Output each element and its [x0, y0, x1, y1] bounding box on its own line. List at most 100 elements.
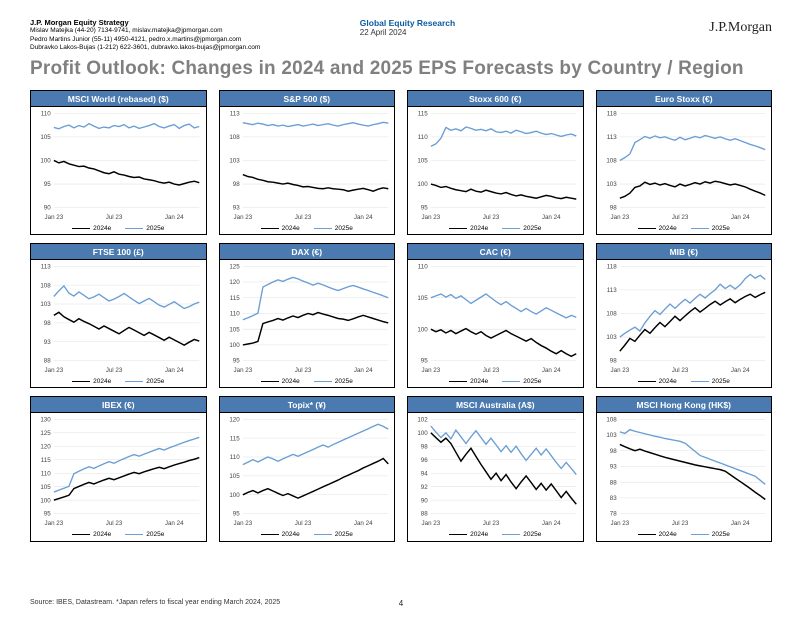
panel-legend: 2024e2025e — [220, 529, 395, 541]
page-number: 4 — [399, 599, 403, 608]
chart-area: 9095100105110Jan 23Jul 23Jan 24 — [31, 107, 206, 222]
svg-text:Jan 23: Jan 23 — [422, 367, 441, 374]
panel-legend: 2024e 2025e — [408, 375, 583, 387]
chart-panel: CAC (€)95100105110Jan 23Jul 23Jan 242024… — [407, 243, 584, 388]
svg-text:120: 120 — [40, 444, 51, 451]
legend-item-2025: 2025e — [125, 378, 164, 385]
panel-title: IBEX (€) — [31, 397, 206, 413]
legend-label: 2025e — [146, 225, 164, 232]
chart-area: 889398103108113Jan 23Jul 23Jan 24 — [31, 260, 206, 375]
svg-text:100: 100 — [40, 157, 51, 164]
panel-title: CAC (€) — [408, 244, 583, 260]
panel-legend: 2024e 2025e — [408, 222, 583, 234]
svg-text:94: 94 — [421, 471, 428, 478]
dept-name: J.P. Morgan Equity Strategy — [30, 18, 360, 27]
panel-legend: 2024e 2025e — [597, 529, 772, 541]
panel-legend: 2024e2025e — [31, 222, 206, 234]
legend-label: 2024e — [93, 378, 111, 385]
page-title: Profit Outlook: Changes in 2024 and 2025… — [30, 58, 772, 80]
svg-text:108: 108 — [606, 311, 617, 318]
panel-title: Stoxx 600 (€) — [408, 91, 583, 107]
legend-label: 2025e — [146, 531, 164, 538]
header-center: Global Equity Research 22 April 2024 — [360, 18, 580, 37]
chart-area: 9398103108113Jan 23Jul 23Jan 24 — [220, 107, 395, 222]
chart-panel: MSCI World (rebased) ($)9095100105110Jan… — [30, 90, 207, 235]
legend-label: 2025e — [523, 225, 541, 232]
contact-2: Dubravko Lakos-Bujas (1-212) 622-3601, d… — [30, 44, 360, 52]
panel-legend: 2024e2025e — [31, 529, 206, 541]
svg-text:Jan 24: Jan 24 — [165, 521, 184, 528]
svg-text:100: 100 — [229, 342, 240, 349]
svg-text:Jan 24: Jan 24 — [542, 521, 561, 528]
panel-legend: 2024e2025e — [408, 529, 583, 541]
svg-text:115: 115 — [229, 295, 239, 302]
legend-item-2025: 2025e — [691, 225, 730, 232]
svg-text:Jan 24: Jan 24 — [730, 214, 749, 221]
svg-text:Jan 23: Jan 23 — [45, 367, 64, 374]
legend-item-2024: 2024e — [638, 225, 677, 232]
svg-text:Jan 24: Jan 24 — [353, 214, 372, 221]
legend-item-2025: 2025e — [314, 225, 353, 232]
legend-item-2025: 2025e — [125, 225, 164, 232]
panel-title: Topix* (¥) — [220, 397, 395, 413]
legend-label: 2025e — [712, 378, 730, 385]
legend-item-2025: 2025e — [502, 378, 541, 385]
chart-panel: Euro Stoxx (€)98103108113118Jan 23Jul 23… — [596, 90, 773, 235]
legend-label: 2025e — [712, 531, 730, 538]
svg-text:120: 120 — [229, 279, 240, 286]
legend-item-2024: 2024e — [72, 378, 111, 385]
legend-label: 2024e — [470, 225, 488, 232]
svg-text:105: 105 — [417, 157, 428, 164]
svg-text:Jul 23: Jul 23 — [294, 367, 311, 374]
chart-area: 95100105110115120Jan 23Jul 23Jan 24 — [220, 413, 395, 528]
chart-area: 95100105110Jan 23Jul 23Jan 24 — [408, 260, 583, 375]
panel-legend: 2024e 2025e — [597, 222, 772, 234]
svg-text:115: 115 — [418, 110, 428, 117]
chart-area: 95100105110115120125130Jan 23Jul 23Jan 2… — [31, 413, 206, 528]
legend-item-2024: 2024e — [261, 378, 300, 385]
panel-title: DAX (€) — [220, 244, 395, 260]
source-note: Source: IBES, Datastream. *Japan refers … — [30, 599, 280, 606]
legend-label: 2025e — [712, 225, 730, 232]
svg-text:115: 115 — [229, 436, 239, 443]
svg-text:98: 98 — [609, 358, 616, 365]
svg-text:88: 88 — [421, 511, 428, 518]
panel-legend: 2024e 2025e — [220, 375, 395, 387]
svg-text:92: 92 — [421, 484, 428, 491]
svg-text:Jan 23: Jan 23 — [422, 521, 441, 528]
chart-area: 95100105110115120125Jan 23Jul 23Jan 24 — [220, 260, 395, 375]
chart-panel: S&P 500 ($)9398103108113Jan 23Jul 23Jan … — [219, 90, 396, 235]
svg-text:95: 95 — [421, 358, 428, 365]
svg-text:90: 90 — [421, 498, 428, 505]
svg-text:115: 115 — [41, 457, 51, 464]
svg-text:105: 105 — [417, 295, 428, 302]
legend-label: 2025e — [146, 378, 164, 385]
legend-label: 2024e — [470, 378, 488, 385]
svg-text:Jul 23: Jul 23 — [483, 214, 500, 221]
svg-text:108: 108 — [606, 417, 617, 424]
svg-text:Jul 23: Jul 23 — [106, 214, 123, 221]
svg-text:103: 103 — [606, 181, 617, 188]
svg-text:102: 102 — [417, 417, 428, 424]
panel-legend: 2024e 2025e — [31, 375, 206, 387]
svg-text:103: 103 — [606, 334, 617, 341]
report-date: 22 April 2024 — [360, 28, 580, 37]
svg-text:Jan 23: Jan 23 — [233, 367, 252, 374]
legend-label: 2025e — [523, 378, 541, 385]
svg-text:Jan 24: Jan 24 — [165, 367, 184, 374]
svg-text:125: 125 — [229, 263, 240, 270]
legend-item-2024: 2024e — [638, 531, 677, 538]
panel-title: MSCI Hong Kong (HK$) — [597, 397, 772, 413]
legend-label: 2025e — [335, 378, 353, 385]
svg-text:Jan 24: Jan 24 — [730, 521, 749, 528]
legend-label: 2024e — [659, 225, 677, 232]
chart-grid: MSCI World (rebased) ($)9095100105110Jan… — [30, 90, 772, 542]
chart-area: 95100105110115Jan 23Jul 23Jan 24 — [408, 107, 583, 222]
legend-label: 2024e — [282, 378, 300, 385]
legend-label: 2024e — [282, 531, 300, 538]
logo: J.P.Morgan — [580, 18, 772, 36]
svg-text:105: 105 — [229, 473, 240, 480]
panel-title: MSCI World (rebased) ($) — [31, 91, 206, 107]
svg-text:98: 98 — [609, 204, 616, 211]
svg-text:Jul 23: Jul 23 — [106, 367, 123, 374]
